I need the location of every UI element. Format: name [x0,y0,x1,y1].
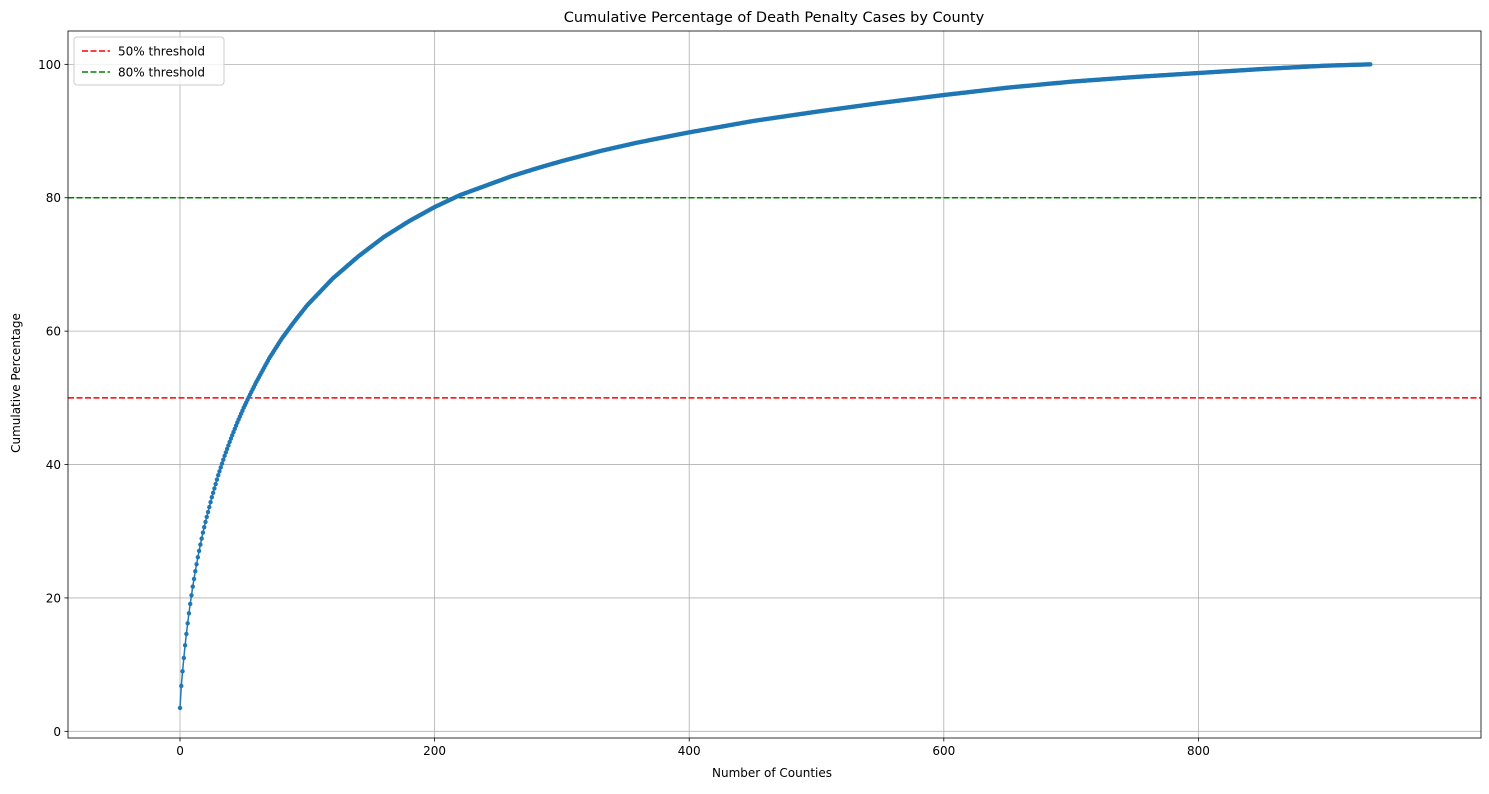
data-point [193,569,198,574]
data-point [179,683,184,689]
data-point [190,584,195,589]
data-point [191,576,197,582]
data-point [195,555,201,560]
data-point [214,477,220,482]
y-tick-label: 60 [46,325,61,339]
data-point [189,593,194,598]
data-point [226,443,231,448]
data-point [182,643,188,648]
data-point [185,621,190,626]
data-point [205,509,211,515]
x-tick-label: 400 [678,744,701,758]
data-point [227,439,232,445]
y-axis-ticks: 0 20 40 60 80 100 [38,58,68,739]
data-point [196,548,202,554]
y-tick-label: 100 [38,58,61,72]
x-tick-label: 200 [423,744,446,758]
x-tick-label: 0 [176,744,184,758]
data-point [210,490,216,496]
data-point [221,457,226,462]
data-point [180,669,185,674]
data-point [224,446,230,452]
data-point [208,499,213,505]
y-axis-label: Cumulative Percentage [9,313,23,453]
legend-label: 80% threshold [118,66,205,80]
data-point [188,601,193,607]
data-point [181,655,187,661]
x-tick-label: 800 [1187,744,1210,758]
x-tick-label: 600 [932,744,955,758]
data-point [222,453,227,459]
data-point [219,461,225,466]
data-point [207,504,212,510]
data-point [184,631,189,637]
legend: 50% threshold 80% threshold [73,36,225,86]
data-point [218,465,223,470]
x-axis-label: Number of Counties [712,766,832,780]
chart-title: Cumulative Percentage of Death Penalty C… [564,10,985,26]
data-point [203,519,208,525]
data-point [213,481,218,487]
data-point [198,542,203,547]
data-point [217,469,222,474]
data-point [1368,62,1373,67]
data-point [216,473,221,478]
data-point [186,611,192,616]
y-tick-label: 40 [46,458,61,472]
x-axis-ticks: 0 200 400 600 800 [176,738,1210,758]
plot-frame [67,30,1482,739]
data-point [194,562,199,567]
data-point [223,450,229,455]
y-tick-label: 20 [46,591,61,605]
data-point [209,495,215,500]
y-tick-label: 0 [53,725,61,739]
y-tick-label: 80 [46,191,61,205]
series-curve [177,62,1373,711]
data-point [200,530,206,535]
legend-label: 50% threshold [118,45,205,59]
legend-box [73,36,225,86]
threshold-lines [68,196,1481,399]
data-point [212,486,217,491]
data-point [202,525,207,530]
data-point [177,705,183,711]
data-point [199,536,204,541]
data-point [204,514,209,520]
